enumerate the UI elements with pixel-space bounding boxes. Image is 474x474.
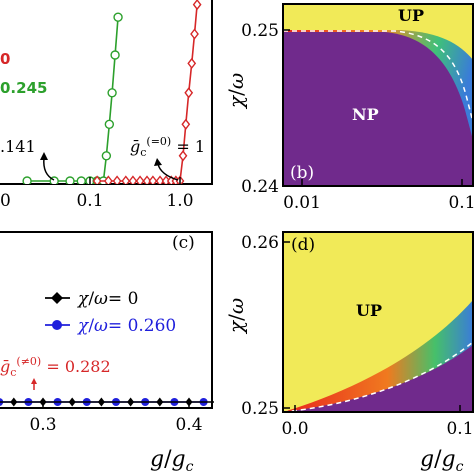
panel-a-point xyxy=(187,57,197,70)
panel-a-legend-fragment-red: 0 xyxy=(0,50,10,68)
panel-b-phase-np: NP xyxy=(352,105,379,124)
panel-a-point xyxy=(128,175,138,184)
panel-b xyxy=(283,4,473,186)
panel-c-x-tick-label: 0.4 xyxy=(175,415,202,435)
panel-b-x-tick-label: 0.01 xyxy=(283,193,321,213)
panel-a-point xyxy=(155,175,165,184)
panel-a-point xyxy=(101,151,112,161)
panel-a-point xyxy=(181,118,191,130)
panel-d-y-tick-label: 0.25 xyxy=(241,399,279,419)
panel-d-phase-up: UP xyxy=(356,301,382,320)
panel-c-x-tick-label: 0.3 xyxy=(29,415,56,435)
panel-c-point xyxy=(156,397,164,407)
legend-label-blue: χ/ω= 0.260 xyxy=(77,316,176,336)
panel-a-point xyxy=(103,175,113,184)
panel-d-ylabel: χ/ω xyxy=(224,298,248,335)
panel-d-xlabel: g/gc xyxy=(420,447,464,474)
panel-b-y-tick-label: 0.24 xyxy=(241,177,279,197)
panel-b-boundary-line xyxy=(283,30,473,123)
panel-d-np-region xyxy=(283,345,473,412)
panel-a-legend-fragment-green: 0.245 xyxy=(0,79,47,97)
panel-b-np-region xyxy=(283,32,473,186)
panel-a-point xyxy=(135,175,145,184)
panel-a-annotation-red: ḡc(=0) = 1 xyxy=(130,135,205,159)
panel-d-x-tick-label: 0.0 xyxy=(281,419,308,439)
panel-a-x-cut-label: 0 xyxy=(0,191,11,211)
panel-a-arrow-red-head xyxy=(154,158,162,166)
panel-c-label: (c) xyxy=(172,233,195,253)
panel-a-point xyxy=(121,175,131,184)
panel-a-point xyxy=(107,88,117,98)
panel-b-label: (b) xyxy=(290,163,314,183)
panel-a-annotation-green: .141 xyxy=(0,137,36,156)
panel-c-point xyxy=(68,397,76,407)
panel-a-point xyxy=(192,0,202,11)
panel-b-phase-up: UP xyxy=(398,6,424,25)
panel-c-arrow-head xyxy=(31,378,37,384)
panel-a-point xyxy=(190,28,199,40)
panel-a-point xyxy=(178,150,188,162)
panel-a-point xyxy=(184,87,194,99)
panel-c-point xyxy=(97,397,105,407)
legend-label-black: χ/ω= 0 xyxy=(77,289,138,309)
panel-c-annotation: ḡc(≠0) = 0.282 xyxy=(0,355,111,379)
panel-a-point xyxy=(110,50,120,60)
panel-c-point xyxy=(127,397,135,407)
tick-labels: 0.1 1.0 0 0.3 0.4 0.01 0.1 0.25 0.24 0.0 0.1 0.26 0.… xyxy=(0,21,474,439)
panel-c-xlabel: g/gc xyxy=(150,447,194,474)
legend-marker-black xyxy=(51,292,63,304)
panel-d-x-tick-label: 0.1 xyxy=(446,419,473,439)
panel-b-frame xyxy=(282,3,474,187)
panel-d-y-tick-label: 0.26 xyxy=(241,233,279,253)
panel-a-arrow-green-head xyxy=(40,152,48,160)
panel-b-ylabel: χ/ω xyxy=(224,73,248,110)
panel-a-point xyxy=(65,176,75,184)
panel-b-y-tick-label: 0.25 xyxy=(241,21,279,41)
panel-c-point xyxy=(10,397,18,407)
panel-a-point xyxy=(104,119,115,130)
panel-c-point xyxy=(215,398,222,407)
panel-a-point xyxy=(112,175,122,184)
panel-a-arrow-red xyxy=(157,163,179,181)
tick-marks xyxy=(42,29,463,412)
panel-c-series xyxy=(0,397,222,407)
panel-d-label: (d) xyxy=(291,235,315,255)
panel-a-point xyxy=(113,12,123,22)
panel-a-point xyxy=(22,176,32,184)
panel-c-frame xyxy=(0,231,213,409)
panel-a-point xyxy=(148,175,158,184)
panel-c-legend: χ/ω= 0 χ/ω= 0.260 xyxy=(45,289,176,336)
panel-a-point xyxy=(92,175,102,184)
panel-a-point xyxy=(142,175,152,184)
panel-b-x-tick-label: 0.1 xyxy=(448,193,474,213)
panel-a-x-tick-label: 0.1 xyxy=(76,191,103,211)
panel-a-point xyxy=(76,176,86,184)
panel-a-series xyxy=(22,0,202,184)
panel-a-x-tick-label: 1.0 xyxy=(166,191,193,211)
panel-d-boundary-line xyxy=(283,341,473,412)
panel-d-frame xyxy=(282,231,474,413)
panel-d xyxy=(283,232,473,412)
legend-marker-blue xyxy=(52,320,62,330)
panel-a-arrow-green xyxy=(43,157,55,181)
